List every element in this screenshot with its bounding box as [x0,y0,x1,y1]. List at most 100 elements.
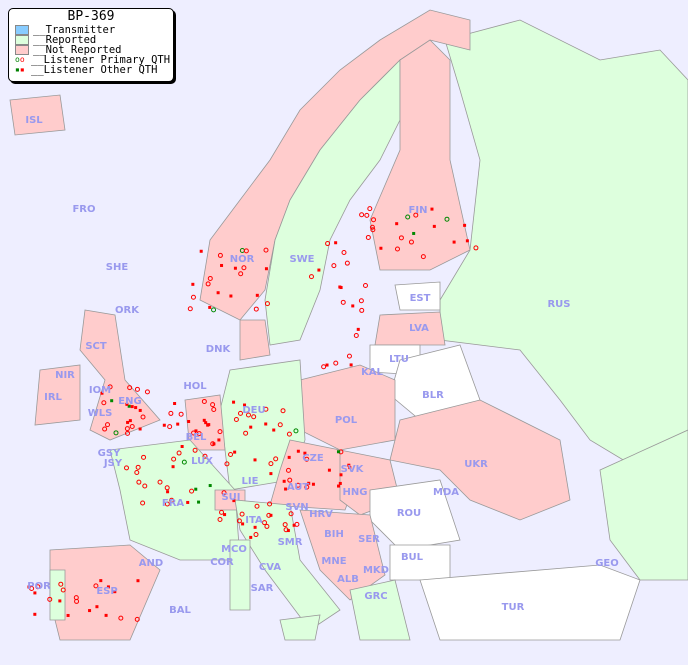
country-label-eng: ENG [118,396,141,407]
listener-other-marker [317,268,321,272]
listener-primary-marker [141,454,147,460]
listener-primary-marker [135,464,141,470]
listener-primary-marker [362,283,368,289]
listener-primary-marker [370,227,376,233]
listener-primary-marker [191,430,197,436]
listener-primary-marker [164,485,170,491]
listener-primary-marker [365,234,371,240]
listener-other-marker [134,406,138,410]
listener-primary-marker [189,488,195,494]
listener-primary-marker [157,479,163,485]
country-label-mda: MDA [433,487,459,498]
listener-other-marker [253,525,257,529]
country-latvia [374,311,446,346]
listener-other-marker [113,590,117,594]
legend-label: __Not Reported [33,44,122,56]
listener-primary-marker [295,482,301,488]
listener-primary-marker [171,456,177,462]
listener-primary-marker [217,516,223,522]
listener-other-marker [232,499,236,503]
listener-other-marker [334,241,338,245]
listener-other-marker [202,418,206,422]
listener-other-marker [216,291,220,295]
listener-primary-marker [238,271,244,277]
listener-primary-marker [47,596,53,602]
listener-primary-marker [168,410,174,416]
listener-primary-marker [358,298,364,304]
listener-other-marker [212,442,216,446]
country-greece [349,579,411,641]
listener-other-marker [338,481,342,485]
listener-primary-marker [262,520,268,526]
listener-other-marker [197,500,201,504]
listener-primary-marker [364,212,370,218]
listener-primary-marker [211,406,217,412]
listener-primary-marker [253,306,259,312]
listener-other-marker [223,513,227,517]
transmitter-swatch [15,25,29,35]
country-label-aut: AUT [287,482,310,493]
listener-primary-marker [243,430,249,436]
listener-other-marker [303,451,307,455]
country-label-dnk: DNK [206,344,232,355]
listener-primary-marker [331,263,337,269]
country-turkey-region [599,429,688,581]
listener-primary-marker [124,426,130,432]
listener-primary-marker [294,521,300,527]
country-label-fin: FIN [409,205,428,216]
listener-primary-marker [134,386,140,392]
listener-other-marker [162,423,166,427]
listener-primary-marker [420,254,426,260]
country-label-hrv: HRV [309,509,333,520]
legend-label: __Reported [33,34,97,46]
country-turkey [419,564,641,641]
country-label-alb: ALB [337,574,359,585]
listener-primary-marker [267,501,273,507]
listener-other-marker [243,403,247,407]
listener-primary-marker [178,411,184,417]
listener-other-marker [176,422,180,426]
listener-primary-marker [201,398,207,404]
listener-primary-marker [129,424,135,430]
listener-other-marker [233,450,237,454]
country-label-irl: IRL [44,392,62,403]
country-label-wls: WLS [88,408,113,419]
listener-primary-marker [241,265,247,271]
listener-other-marker [233,266,237,270]
listener-other-marker [465,239,469,243]
country-label-blr: BLR [422,390,444,401]
country-label-fro: FRO [72,204,95,215]
listener-primary-marker [264,523,270,529]
listener-other-marker [284,487,288,491]
country-label-fra: FRA [162,498,185,509]
country-label-jsy: JSY [103,458,123,469]
country-russia [439,19,688,471]
listener-primary-marker [253,532,259,538]
listener-other-marker [128,419,132,423]
listener-other-marker [130,405,134,409]
listener-other-marker [208,484,212,488]
listener-primary-marker [264,301,270,307]
listener-primary-marker [190,294,196,300]
listener-other-marker [33,612,37,616]
listener-other-marker [136,579,140,583]
country-france [109,439,241,561]
listener-primary-marker [35,584,41,590]
listener-primary-marker [304,484,310,490]
listener-other-marker [27,585,31,589]
country-label-nir: NIR [55,370,75,381]
listener-other-marker [138,408,142,412]
listener-primary-marker [74,598,80,604]
country-label-rus: RUS [547,299,570,310]
listener-primary-marker [134,616,140,622]
country-label-ltu: LTU [389,354,409,365]
listener-other-marker [430,207,434,211]
listener-primary-marker [107,384,113,390]
listener-primary-marker [221,490,227,496]
country-ireland [34,364,81,426]
listener-other-marker [194,487,198,491]
country-label-gsy: GSY [98,448,121,459]
listener-primary-marker [169,497,175,503]
legend-label: __Listener Primary QTH [31,54,171,66]
